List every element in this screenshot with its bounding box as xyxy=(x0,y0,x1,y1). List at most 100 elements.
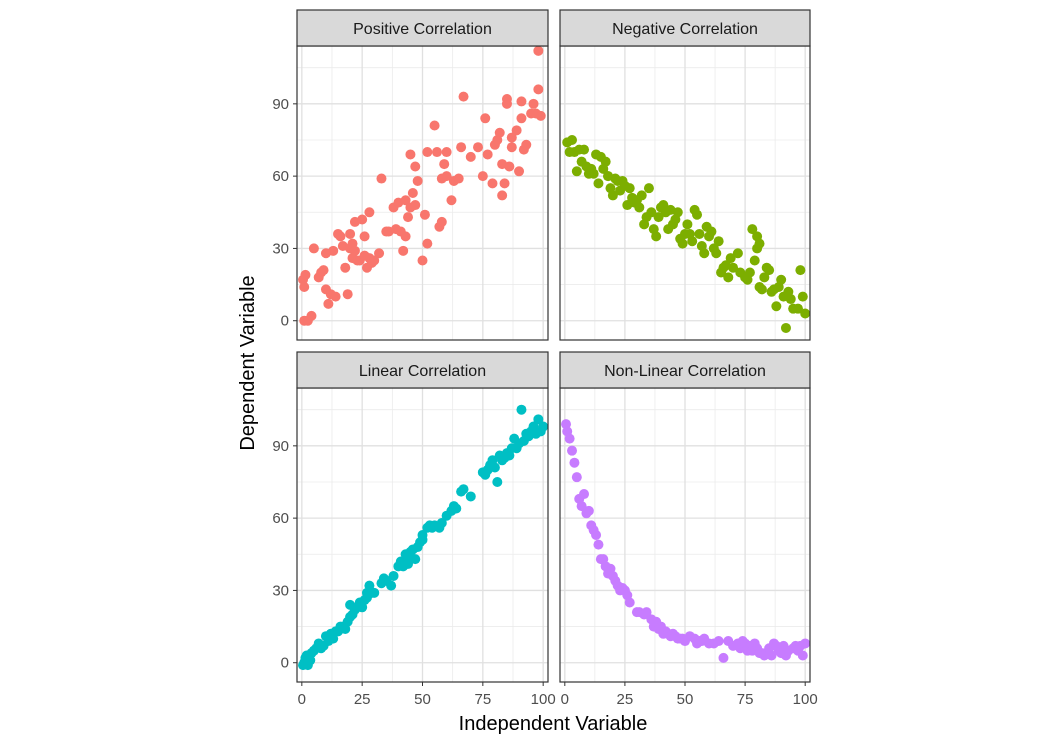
strip-background xyxy=(559,351,811,389)
data-point xyxy=(591,530,602,540)
data-point xyxy=(323,298,334,309)
data-point xyxy=(797,291,808,302)
data-point xyxy=(308,243,319,254)
x-tick-label: 0 xyxy=(561,691,569,708)
strip-title: Linear Correlation xyxy=(359,363,486,380)
x-tick-label: 100 xyxy=(531,691,556,708)
x-tick-label: 75 xyxy=(737,691,754,708)
data-point xyxy=(477,171,488,182)
data-point xyxy=(349,245,360,256)
strip-title: Non-Linear Correlation xyxy=(604,363,766,380)
data-point xyxy=(364,207,375,218)
data-point xyxy=(607,190,618,201)
data-point xyxy=(569,457,580,468)
data-point xyxy=(538,421,549,432)
data-point xyxy=(412,175,423,186)
data-point xyxy=(672,207,683,218)
data-point xyxy=(516,113,527,124)
data-point xyxy=(480,113,491,124)
data-point xyxy=(504,161,515,172)
data-point xyxy=(687,236,698,247)
data-point xyxy=(494,127,505,138)
y-tick-label: 30 xyxy=(272,240,289,257)
data-point xyxy=(306,310,317,321)
data-point xyxy=(528,98,539,109)
data-point xyxy=(593,178,604,189)
data-point xyxy=(646,207,657,218)
data-point xyxy=(634,202,645,213)
data-point xyxy=(405,149,416,160)
data-point xyxy=(340,262,351,273)
data-point xyxy=(776,274,787,285)
data-point xyxy=(417,255,428,266)
data-point xyxy=(403,212,414,223)
data-point xyxy=(713,236,724,247)
data-point xyxy=(453,173,464,184)
x-tick-label: 50 xyxy=(414,691,431,708)
y-tick-label: 60 xyxy=(272,510,289,527)
data-point xyxy=(487,178,498,189)
data-point xyxy=(766,650,777,661)
data-point xyxy=(403,558,414,569)
data-point xyxy=(533,84,544,95)
x-tick-label: 50 xyxy=(677,691,694,708)
data-point xyxy=(795,265,806,276)
x-tick-label: 25 xyxy=(617,691,634,708)
data-point xyxy=(764,265,775,276)
data-point xyxy=(446,195,457,206)
y-tick-label: 90 xyxy=(272,96,289,113)
data-point xyxy=(451,503,462,514)
data-point xyxy=(410,554,421,565)
data-point xyxy=(386,580,397,591)
strip-background xyxy=(296,9,549,47)
data-point xyxy=(521,139,532,150)
data-point xyxy=(588,168,599,179)
data-point xyxy=(516,96,527,107)
data-point xyxy=(398,245,409,256)
data-point xyxy=(576,501,587,512)
data-point xyxy=(641,607,652,618)
data-point xyxy=(692,209,703,220)
data-point xyxy=(441,147,452,158)
data-point xyxy=(299,281,310,292)
data-point xyxy=(725,253,736,264)
data-point xyxy=(436,216,447,227)
data-point xyxy=(501,98,512,109)
data-point xyxy=(400,231,411,242)
data-point xyxy=(759,272,770,283)
data-point xyxy=(458,91,469,102)
data-point xyxy=(706,226,717,237)
data-point xyxy=(771,301,782,312)
panel-2: Negative Correlation xyxy=(559,9,811,341)
data-point xyxy=(465,151,476,162)
data-point xyxy=(797,650,808,661)
y-tick-label: 0 xyxy=(281,655,289,672)
strip-background xyxy=(296,351,549,389)
data-point xyxy=(694,228,705,239)
data-point xyxy=(376,173,387,184)
data-point xyxy=(318,265,329,276)
y-tick-label: 0 xyxy=(281,313,289,330)
data-point xyxy=(482,149,493,160)
data-point xyxy=(651,231,662,242)
data-point xyxy=(643,183,654,194)
data-point xyxy=(506,132,517,143)
data-point xyxy=(369,587,380,598)
y-axis-title: Dependent Variable xyxy=(237,275,259,450)
strip-background xyxy=(559,9,811,47)
data-point xyxy=(800,308,811,319)
data-point xyxy=(374,248,385,259)
data-point xyxy=(473,142,484,153)
data-point xyxy=(441,171,452,182)
data-point xyxy=(456,142,467,153)
data-point xyxy=(579,489,590,500)
data-point xyxy=(533,414,544,425)
data-point xyxy=(535,110,546,121)
data-point xyxy=(300,269,311,280)
data-point xyxy=(422,238,433,249)
y-tick-label: 60 xyxy=(272,168,289,185)
y-tick-label: 30 xyxy=(272,582,289,599)
data-point xyxy=(732,248,743,259)
x-tick-label: 25 xyxy=(354,691,371,708)
data-point xyxy=(357,214,368,225)
